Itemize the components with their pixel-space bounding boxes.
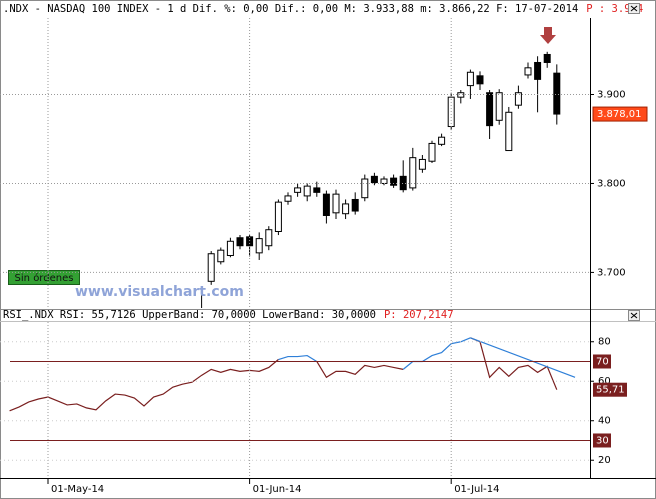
- y-tick-label: 80: [598, 337, 611, 348]
- candle-body: [534, 61, 542, 80]
- candle-body: [409, 157, 417, 189]
- candle-body: [274, 201, 282, 232]
- candle-body: [390, 177, 398, 186]
- chart-header: .NDX - NASDAQ 100 INDEX - 1 d Dif. %: 0,…: [3, 3, 643, 15]
- candle-body: [524, 67, 532, 76]
- candle-body: [265, 229, 273, 247]
- candle-body: [322, 193, 330, 216]
- candle-body: [553, 72, 561, 115]
- last-value-label: 55,71: [596, 385, 625, 396]
- y-tick-label: 3.800: [597, 178, 626, 189]
- x-tick-label: 01-Jun-14: [253, 484, 302, 495]
- orders-button[interactable]: Sin órdenes: [8, 270, 80, 285]
- candle-body: [457, 92, 465, 98]
- price-plot: [201, 51, 561, 308]
- candle-body: [303, 185, 311, 197]
- x-tick-label: 01-May-14: [51, 484, 104, 495]
- candle-body: [543, 53, 551, 63]
- candle-body: [418, 158, 426, 170]
- candle-body: [486, 92, 494, 127]
- y-tick-label: 60: [598, 376, 611, 387]
- chart-title: .NDX - NASDAQ 100 INDEX - 1 d Dif. %: 0,…: [3, 3, 578, 15]
- candle-body: [428, 142, 436, 162]
- orders-box[interactable]: [8, 270, 80, 285]
- last-price-label: 3.878,01: [597, 109, 642, 120]
- candle-body: [207, 253, 215, 282]
- orders-label[interactable]: Sin órdenes: [15, 272, 74, 284]
- close-icon[interactable]: [630, 5, 638, 12]
- last-price-box: [592, 106, 648, 122]
- watermark: www.visualchart.com: [75, 284, 244, 300]
- close-icon[interactable]: [630, 312, 638, 319]
- candle-body: [495, 92, 503, 121]
- last-value-box: [593, 382, 627, 397]
- rsi-line: [9, 337, 558, 412]
- candle-body: [226, 240, 234, 257]
- candle-body: [361, 178, 369, 199]
- candle-body: [505, 111, 513, 152]
- close-button[interactable]: [628, 3, 640, 14]
- signal-arrow: [540, 27, 556, 44]
- candle-body: [246, 236, 254, 247]
- y-tick-label: 20: [598, 455, 611, 466]
- candle-body: [438, 136, 446, 145]
- band-label: 30: [596, 435, 609, 446]
- y-tick-label: 3.700: [597, 267, 626, 278]
- candle-body: [370, 175, 378, 184]
- band-box: [593, 354, 611, 369]
- indicator-last-quote: P: 207,2147: [384, 309, 454, 321]
- close-button[interactable]: [628, 310, 640, 321]
- candle-body: [351, 198, 359, 212]
- y-tick-label: 3.900: [597, 90, 626, 101]
- candle-body: [399, 175, 407, 191]
- candle-body: [313, 187, 321, 193]
- indicator-title: RSI_.NDX RSI: 55,7126 UpperBand: 70,0000…: [3, 309, 376, 321]
- trend-line: [470, 337, 576, 378]
- candle-body: [294, 187, 302, 193]
- indicator-header: RSI_.NDX RSI: 55,7126 UpperBand: 70,0000…: [3, 309, 454, 321]
- band-box: [593, 433, 611, 448]
- candle-body: [342, 203, 350, 215]
- candle-body: [514, 92, 522, 106]
- candle-body: [217, 249, 225, 263]
- candle-body: [466, 71, 474, 87]
- candle-body: [236, 237, 244, 247]
- candle-body: [284, 195, 292, 202]
- candle-body: [476, 75, 484, 85]
- candle-body: [380, 178, 388, 184]
- candle-body: [255, 238, 263, 254]
- y-tick-label: 40: [598, 416, 611, 427]
- band-label: 70: [596, 356, 609, 367]
- x-tick-label: 01-Jul-14: [454, 484, 499, 495]
- candle-body: [332, 193, 340, 214]
- indicator-plot: [9, 337, 576, 412]
